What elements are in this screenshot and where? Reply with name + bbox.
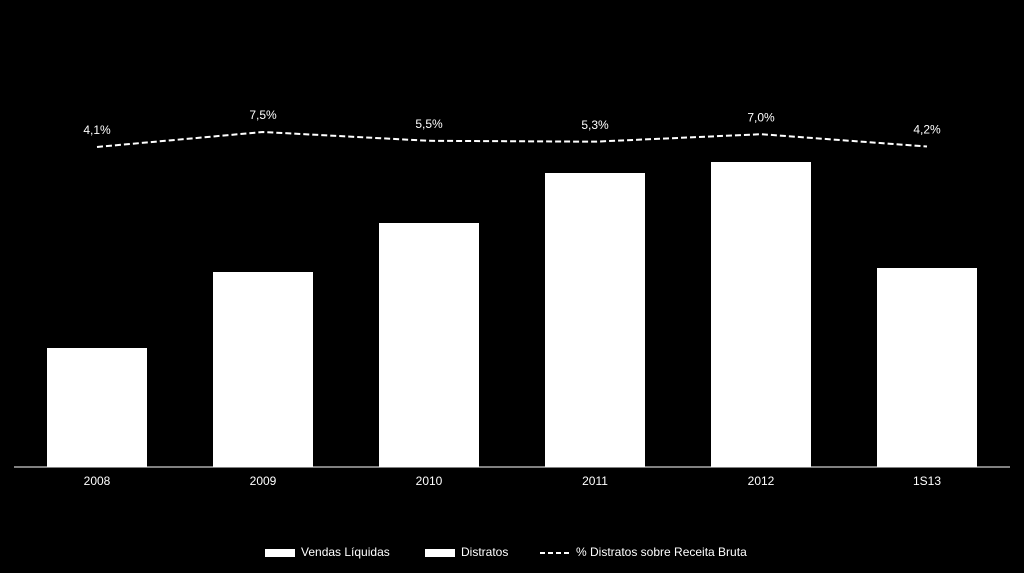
legend-label: Distratos [461, 545, 508, 559]
data-label: 5,3% [581, 118, 609, 132]
legend-label: Vendas Líquidas [301, 545, 390, 559]
x-tick-label: 1S13 [913, 474, 941, 488]
x-tick-label: 2010 [416, 474, 443, 488]
bar [545, 173, 645, 467]
legend-swatch [425, 549, 455, 557]
x-tick-label: 2012 [748, 474, 775, 488]
x-tick-label: 2009 [250, 474, 277, 488]
data-label: 7,5% [249, 108, 277, 122]
data-label: 4,2% [913, 123, 941, 137]
data-label: 5,5% [415, 117, 443, 131]
x-tick-label: 2008 [84, 474, 111, 488]
bar [711, 162, 811, 467]
x-tick-label: 2011 [582, 474, 608, 488]
line [96, 130, 928, 148]
bar [47, 348, 147, 467]
data-label: 7,0% [747, 110, 775, 124]
legend-swatch [265, 549, 295, 557]
legend-label: % Distratos sobre Receita Bruta [576, 545, 747, 559]
bar [213, 272, 313, 467]
bar [379, 223, 479, 467]
bar [877, 268, 977, 467]
data-label: 4,1% [83, 123, 111, 137]
